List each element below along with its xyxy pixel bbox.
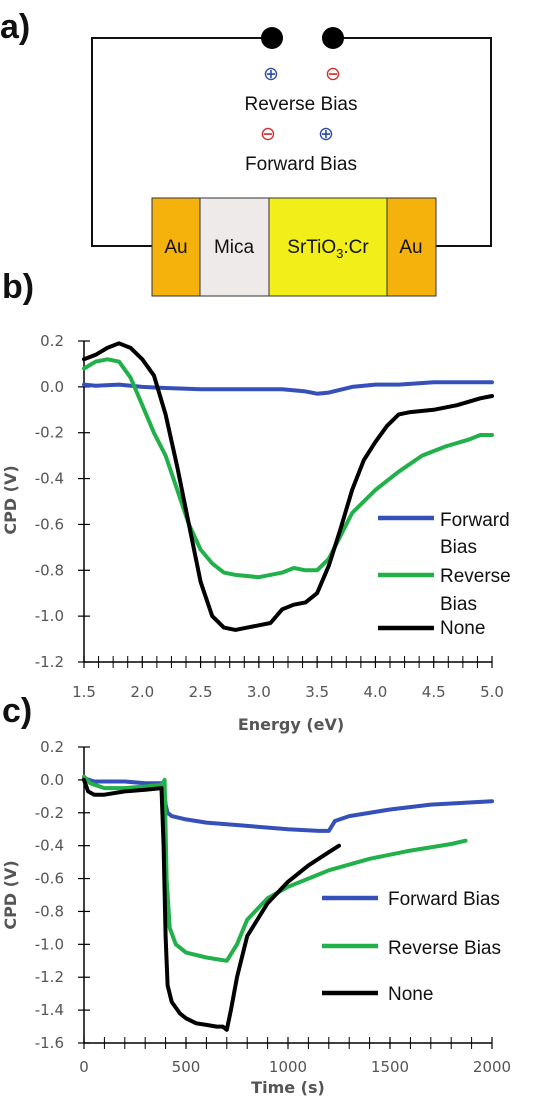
panel-label-a: a) bbox=[0, 8, 30, 46]
x-tick-label: 0 bbox=[79, 1058, 89, 1076]
y-tick-label: -1.0 bbox=[35, 607, 64, 625]
x-axis-title: Time (s) bbox=[251, 1078, 325, 1097]
legend-label: Bias bbox=[440, 594, 477, 615]
panel-label-b: b) bbox=[2, 268, 34, 306]
legend-label: Forward Bias bbox=[388, 889, 500, 910]
y-tick-label: 0.2 bbox=[40, 738, 64, 756]
chart-cpd-vs-energy: b) 0.2 0.0 -0.2 -0.4 -0.6 -0.8 -1.0 -1.2 1.5 2.0 2… bbox=[1, 268, 511, 734]
layer-label-au-right: Au bbox=[399, 237, 422, 258]
circuit-diagram: a) ⊕ ⊖ Reverse Bias ⊖ ⊕ Forward Bias Au … bbox=[0, 8, 492, 297]
y-tick-label: -1.4 bbox=[35, 1001, 64, 1019]
y-tick-label: -1.0 bbox=[35, 935, 64, 953]
x-tick-label: 500 bbox=[172, 1058, 201, 1076]
x-tick-label: 1500 bbox=[371, 1058, 409, 1076]
x-tick-label: 1000 bbox=[269, 1058, 307, 1076]
legend-label: Reverse bbox=[440, 566, 511, 587]
circuit-wire-left bbox=[91, 37, 272, 247]
legend-label: Bias bbox=[440, 537, 477, 558]
series-line-none bbox=[82, 341, 494, 632]
series-line-forward-bias bbox=[82, 380, 494, 396]
series-line-none bbox=[82, 777, 341, 1032]
y-tick-label: -1.2 bbox=[35, 653, 64, 671]
y-tick-label: -0.4 bbox=[35, 837, 64, 855]
forward-bias-label: Forward Bias bbox=[245, 154, 357, 175]
layer-srtio3-cr bbox=[268, 197, 388, 297]
legend: Forward Bias Reverse Bias None bbox=[322, 889, 501, 1005]
y-axis-title: CPD (V) bbox=[1, 465, 20, 534]
layer-label-au-left: Au bbox=[164, 237, 187, 258]
y-tick-label: -0.2 bbox=[35, 804, 64, 822]
layer-label-srtio3-cr: SrTiO3:Cr bbox=[287, 237, 369, 261]
y-tick-label: -0.8 bbox=[35, 561, 64, 579]
x-tick-label: 4.0 bbox=[363, 683, 387, 701]
plus-sign-forward: ⊕ bbox=[318, 124, 334, 145]
minus-sign-reverse: ⊖ bbox=[325, 64, 341, 85]
series-line-reverse-bias bbox=[82, 774, 468, 963]
x-tick-label: 2.0 bbox=[130, 683, 154, 701]
circuit-wire-right bbox=[333, 37, 492, 247]
y-tick-label: 0.0 bbox=[40, 771, 64, 789]
y-tick-label: -0.2 bbox=[35, 424, 64, 442]
legend-label: Forward bbox=[440, 510, 510, 531]
panel-label-c: c) bbox=[2, 692, 32, 730]
legend-label: None bbox=[388, 984, 433, 1005]
minus-sign-forward: ⊖ bbox=[260, 124, 276, 145]
y-tick-label: -1.6 bbox=[35, 1034, 64, 1052]
y-tick-label: 0.0 bbox=[40, 378, 64, 396]
x-tick-label: 2000 bbox=[473, 1058, 511, 1076]
plus-sign-reverse: ⊕ bbox=[263, 64, 279, 85]
y-tick-label: -0.8 bbox=[35, 902, 64, 920]
layer-mica bbox=[199, 197, 270, 297]
y-tick-label: 0.2 bbox=[40, 332, 64, 350]
y-axis-title: CPD (V) bbox=[1, 860, 20, 929]
layer-au-left bbox=[151, 197, 201, 297]
y-tick-label: -1.2 bbox=[35, 968, 64, 986]
reverse-bias-label: Reverse Bias bbox=[245, 94, 358, 115]
x-tick-label: 5.0 bbox=[480, 683, 504, 701]
x-tick-label: 1.5 bbox=[72, 683, 96, 701]
layer-label-mica: Mica bbox=[214, 237, 255, 258]
y-tick-label: -0.6 bbox=[35, 870, 64, 888]
x-tick-label: 3.5 bbox=[305, 683, 329, 701]
y-tick-label: -0.6 bbox=[35, 515, 64, 533]
legend: Forward Bias Reverse Bias None bbox=[378, 510, 511, 639]
legend-label: Reverse Bias bbox=[388, 938, 501, 959]
layer-au-right bbox=[386, 197, 437, 297]
x-axis-title: Energy (eV) bbox=[238, 715, 344, 734]
x-tick-label: 3.0 bbox=[247, 683, 271, 701]
series-line-forward-bias bbox=[82, 776, 494, 833]
chart-cpd-vs-time: c) 0.2 0.0 -0.2 -0.4 -0.6 -0.8 -1.0 -1.2 -1.4 -1.… bbox=[1, 692, 511, 1097]
terminal-left bbox=[261, 27, 283, 49]
device-stack: Au Mica SrTiO3:Cr Au bbox=[151, 197, 437, 297]
x-tick-label: 2.5 bbox=[189, 683, 213, 701]
terminal-right bbox=[322, 27, 344, 49]
series-line-reverse-bias bbox=[82, 357, 494, 580]
x-tick-label: 4.5 bbox=[422, 683, 446, 701]
y-tick-label: -0.4 bbox=[35, 470, 64, 488]
legend-label: None bbox=[440, 618, 485, 639]
